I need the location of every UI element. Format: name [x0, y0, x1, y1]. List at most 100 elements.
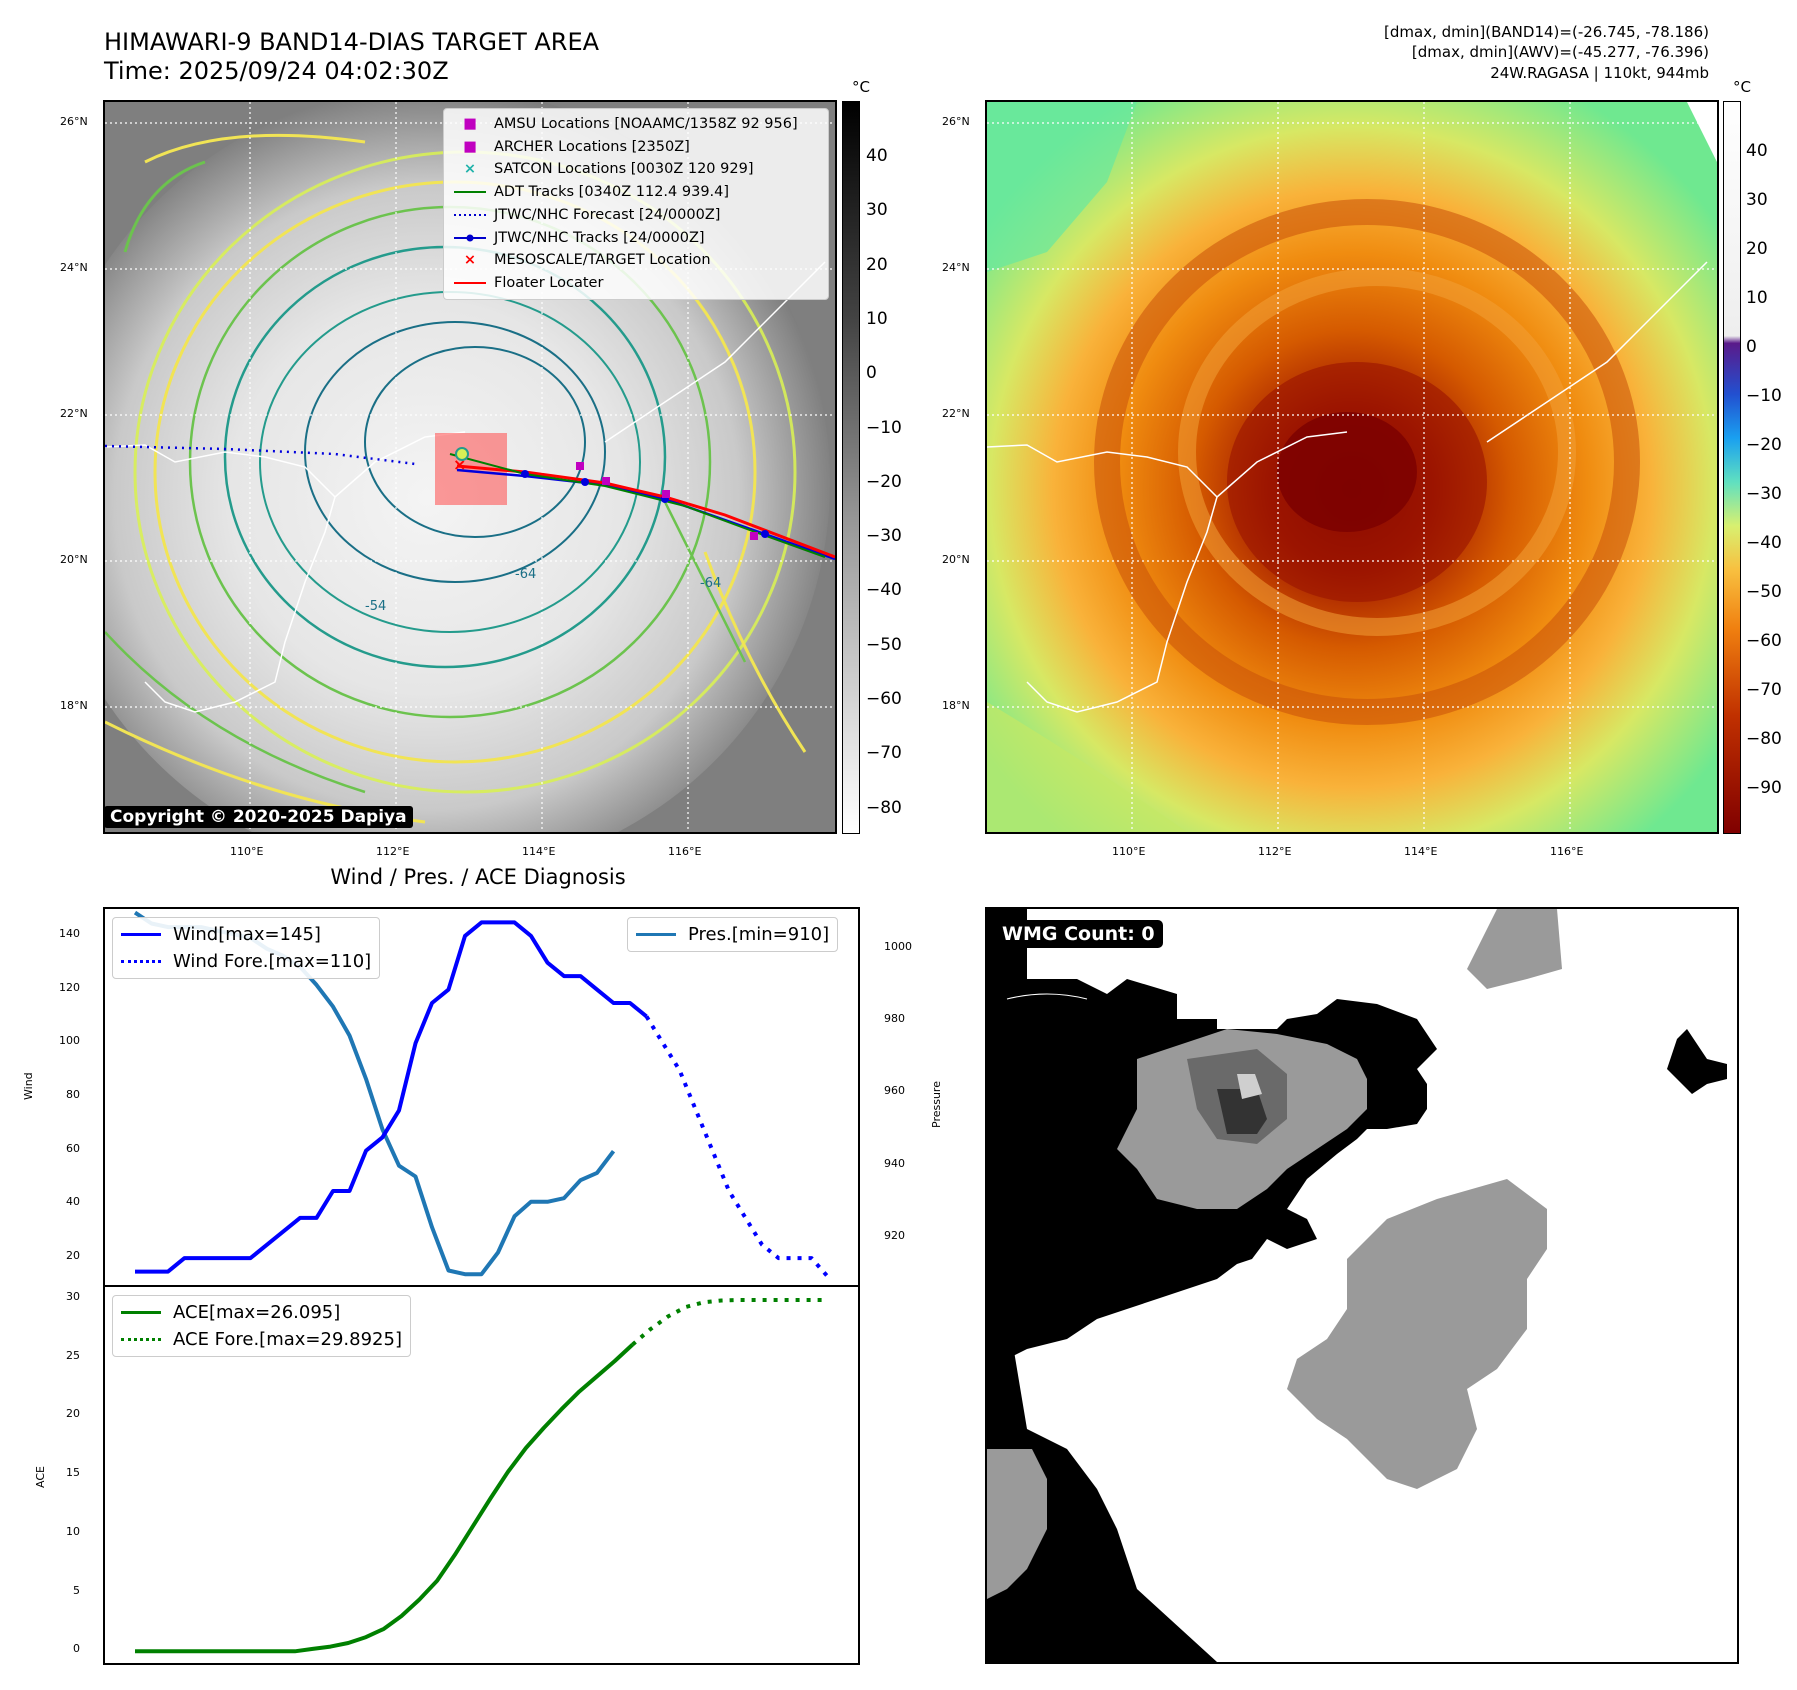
svg-text:-64: -64	[700, 576, 721, 591]
colorbar-tick: −20	[866, 471, 902, 492]
lon-label: 112°E	[376, 845, 410, 858]
line-dot-icon	[452, 234, 488, 242]
lat-label: 26°N	[942, 115, 970, 128]
storm-info: 24W.RAGASA | 110kt, 944mb	[1490, 64, 1709, 82]
lon-label: 110°E	[230, 845, 264, 858]
legend-jtwc-forecast: JTWC/NHC Forecast [24/0000Z]	[452, 204, 820, 227]
colorbar-tick: 0	[866, 363, 877, 384]
lat-label: 26°N	[60, 115, 88, 128]
colorbar-tick: 10	[1746, 288, 1768, 308]
axis-tick-label: 960	[884, 1084, 905, 1098]
lon-label: 112°E	[1258, 845, 1292, 858]
legend-ace-fore: ACE Fore.[max=29.8925]	[121, 1326, 402, 1353]
colorbar-tick: 10	[866, 308, 888, 329]
legend-satcon: × SATCON Locations [0030Z 120 929]	[452, 158, 820, 181]
colorbar-tick: −10	[866, 417, 902, 438]
grayscale-colorbar	[842, 101, 860, 834]
chart-title: HIMAWARI-9 BAND14-DIAS TARGET AREA	[104, 28, 600, 56]
colorbar-tick: −80	[1746, 729, 1782, 749]
colorbar-tick: 40	[866, 146, 888, 166]
ace-svg	[135, 1298, 828, 1654]
colorbar-tick: 30	[866, 200, 888, 221]
legend-target: × MESOSCALE/TARGET Location	[452, 249, 820, 272]
svg-text:-54: -54	[365, 599, 386, 614]
axis-tick-label: 30	[66, 1289, 80, 1303]
axis-tick-label: 10	[66, 1524, 80, 1538]
colorbar-tick: 20	[866, 254, 888, 275]
wmg-svg	[987, 909, 1727, 1662]
colorbar-tick: −60	[866, 689, 902, 709]
legend-jtwc-tracks: JTWC/NHC Tracks [24/0000Z]	[452, 227, 820, 250]
stats-awv: [dmax, dmin](AWV)=(-45.277, -76.396)	[1411, 43, 1709, 61]
legend-archer: ■ ARCHER Locations [2350Z]	[452, 136, 820, 159]
colorbar-tick: 20	[1746, 239, 1768, 259]
ace-line	[135, 1343, 634, 1654]
colorbar-tick: −50	[1746, 582, 1782, 602]
ace-panel	[103, 1285, 860, 1665]
legend-amsu: ■ AMSU Locations [NOAAMC/1358Z 92 956]	[452, 113, 820, 136]
solid-line-icon	[636, 933, 676, 936]
wind-line	[135, 920, 648, 1274]
axis-tick-label: 140	[59, 926, 80, 940]
ace-forecast-line	[631, 1298, 828, 1347]
square-marker-icon: ■	[463, 116, 477, 132]
lon-label: 116°E	[668, 845, 702, 858]
wmg-count-label: WMG Count: 0	[994, 920, 1163, 948]
diagnosis-title: Wind / Pres. / ACE Diagnosis	[330, 865, 626, 889]
lon-label: 114°E	[1404, 845, 1438, 858]
axis-tick-label: 120	[59, 980, 80, 994]
colorbar-tick: 40	[1746, 141, 1768, 161]
line-marker-icon	[452, 188, 488, 196]
stats-band14: [dmax, dmin](BAND14)=(-26.745, -78.186)	[1384, 23, 1709, 41]
lat-label: 18°N	[942, 699, 970, 712]
axis-tick-label: 20	[66, 1407, 80, 1421]
legend-pressure: Pres.[min=910]	[636, 921, 829, 948]
pressure-axis-label: Pressure	[930, 1081, 943, 1128]
awv-colored-map	[985, 100, 1719, 834]
legend-wind-fore: Wind Fore.[max=110]	[121, 948, 371, 975]
axis-tick-label: 40	[66, 1195, 80, 1209]
legend-adt: ADT Tracks [0340Z 112.4 939.4]	[452, 181, 820, 204]
solid-line-icon	[121, 1311, 161, 1314]
awv-colorbar	[1723, 101, 1741, 834]
axis-tick-label: 80	[66, 1088, 80, 1101]
colorbar-tick: −60	[1746, 631, 1782, 651]
lat-label: 18°N	[60, 699, 88, 712]
map-legend: ■ AMSU Locations [NOAAMC/1358Z 92 956] ■ A…	[443, 108, 829, 300]
dotted-line-icon	[121, 960, 161, 963]
dotted-line-icon	[121, 1338, 161, 1341]
lon-label: 116°E	[1550, 845, 1584, 858]
solid-line-icon	[121, 933, 161, 936]
line-marker-icon	[452, 279, 488, 287]
colorbar-unit: °C	[852, 78, 870, 96]
lat-label: 20°N	[942, 553, 970, 566]
ace-legend: ACE[max=26.095] ACE Fore.[max=29.8925]	[112, 1295, 411, 1357]
colorbar-tick: −40	[1746, 533, 1782, 553]
svg-text:-64: -64	[515, 567, 536, 582]
wind-legend: Wind[max=145] Wind Fore.[max=110]	[112, 917, 381, 979]
colorbar-tick: −70	[1746, 680, 1782, 700]
lat-label: 22°N	[60, 407, 88, 420]
axis-tick-label: 1000	[884, 939, 912, 953]
chart-time: Time: 2025/09/24 04:02:30Z	[104, 57, 449, 85]
awv-map-svg	[987, 102, 1717, 832]
colorbar-tick: −90	[1746, 778, 1782, 798]
wind-axis-label: Wind	[22, 1072, 35, 1100]
lon-label: 114°E	[522, 845, 556, 858]
axis-tick-label: 100	[59, 1034, 80, 1048]
lat-label: 24°N	[60, 261, 88, 274]
lat-label: 24°N	[942, 261, 970, 274]
axis-tick-label: 5	[73, 1583, 80, 1597]
colorbar-unit: °C	[1733, 78, 1751, 96]
wmg-panel	[985, 907, 1739, 1664]
square-marker-icon: ■	[463, 138, 477, 155]
legend-wind: Wind[max=145]	[121, 921, 371, 948]
colorbar-tick: 30	[1746, 190, 1768, 210]
colorbar-tick: −80	[866, 797, 902, 818]
legend-floater: Floater Locater	[452, 272, 820, 295]
colorbar-tick: −70	[866, 743, 902, 764]
axis-tick-label: 60	[66, 1141, 80, 1155]
colorbar-tick: 0	[1746, 337, 1757, 357]
lat-label: 22°N	[942, 407, 970, 420]
pressure-legend: Pres.[min=910]	[627, 917, 839, 952]
